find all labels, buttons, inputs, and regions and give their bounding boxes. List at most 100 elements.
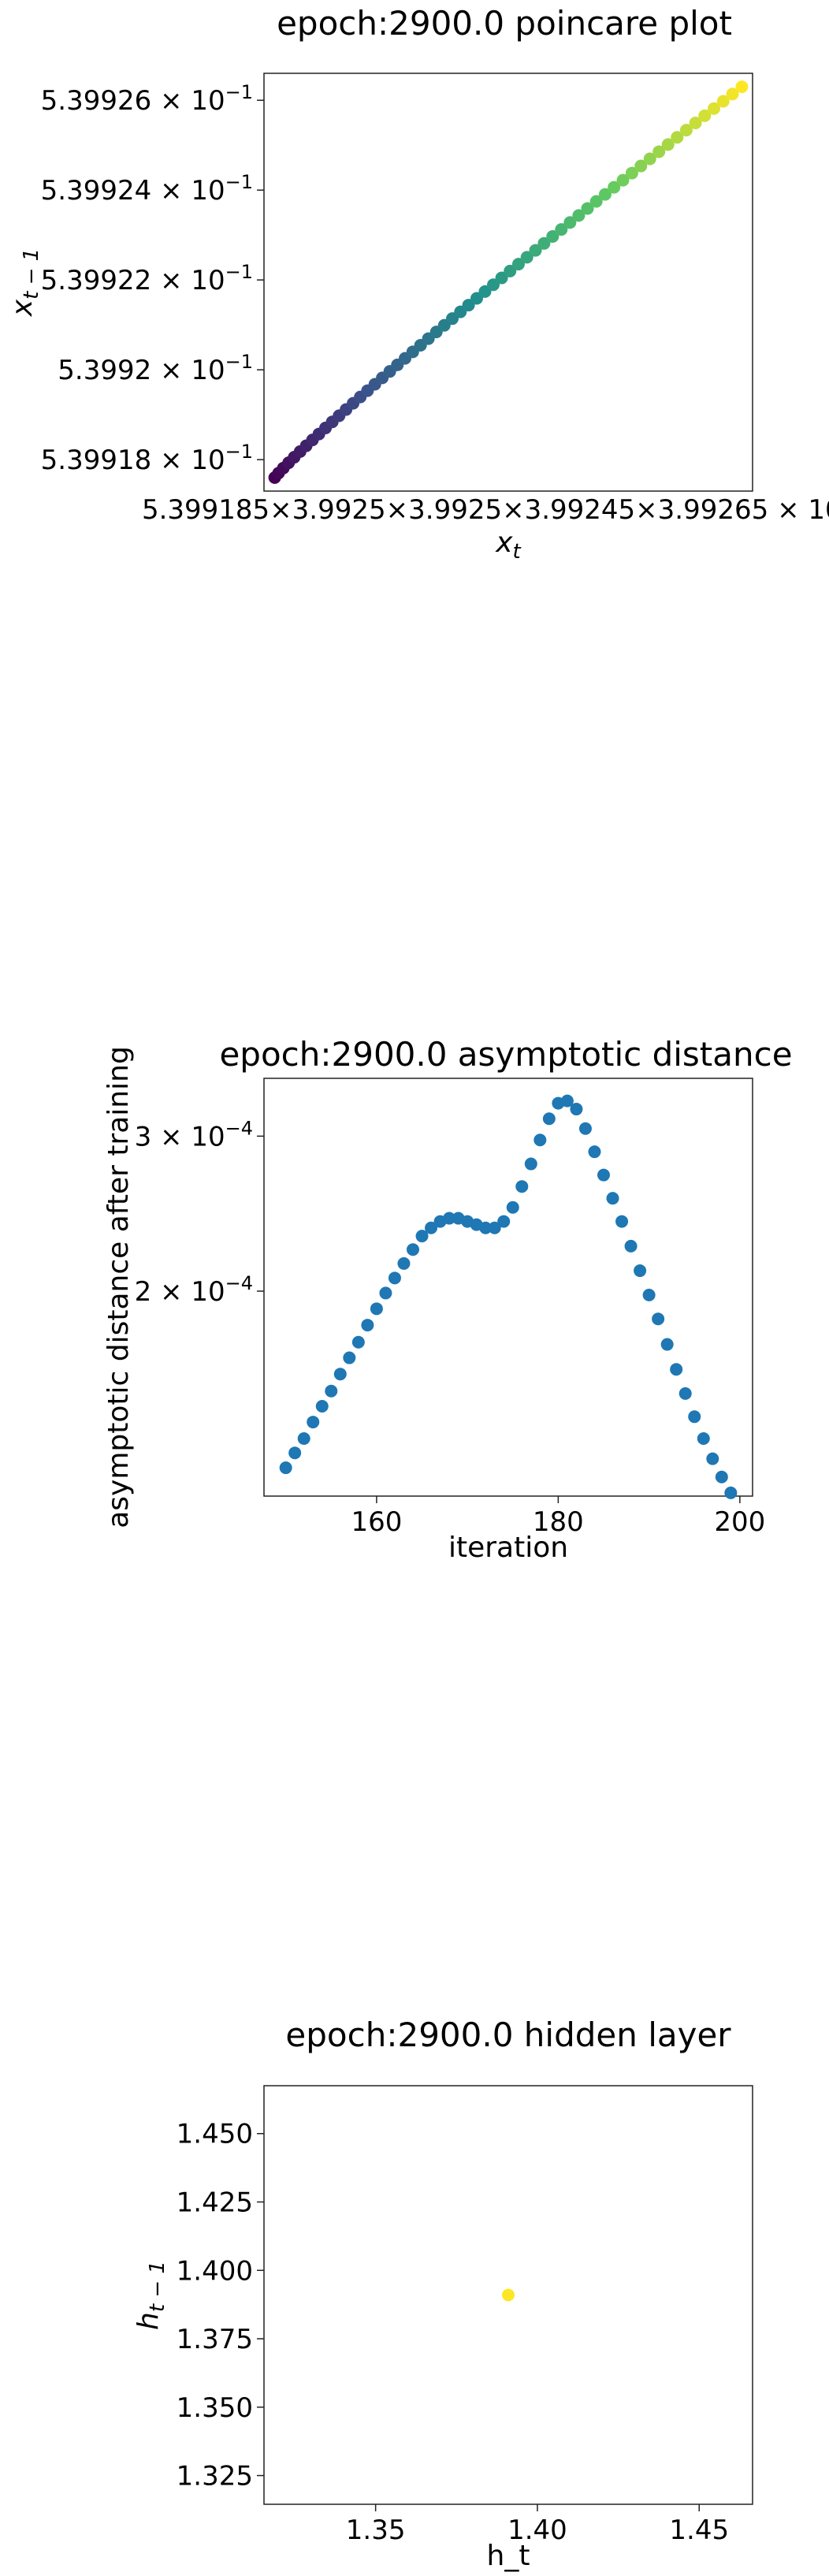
chart-1-point (478, 285, 492, 298)
chart-2-x-tick-label: 180 (533, 1506, 584, 1538)
chart-2-point (652, 1312, 665, 1326)
chart-3-title: epoch:2900.0 hidden layer (285, 2016, 731, 2054)
chart-2-point (388, 1271, 401, 1285)
chart-1-point (616, 173, 630, 187)
chart-1-point (726, 87, 739, 101)
chart-1-x-axis-label: xt (495, 527, 521, 564)
chart-3-y-tick-label: 1.375 (177, 2324, 253, 2355)
chart-1-point (689, 117, 702, 130)
chart-2-point (715, 1470, 728, 1483)
chart-1-point (735, 80, 749, 94)
chart-3-point (502, 2288, 515, 2302)
chart-1-point (652, 145, 666, 158)
chart-1-point (707, 102, 720, 115)
chart-2-point (570, 1103, 583, 1116)
chart-1-y-tick-label: 5.39922 × 10−1 (41, 261, 253, 296)
chart-1-point (716, 95, 730, 108)
chart-2-points (279, 1094, 738, 1499)
chart-2-title: epoch:2900.0 asymptotic distance (219, 1035, 792, 1074)
chart-poincare-plot: epoch:2900.0 poincare plot 5.39918 × 10−… (6, 4, 829, 564)
chart-2-point (415, 1230, 429, 1243)
chart-1-point (572, 209, 586, 222)
chart-2-point (443, 1212, 456, 1225)
chart-1-point (608, 181, 621, 194)
chart-2-x-ticks: 160 180 200 (351, 1496, 765, 1538)
chart-3-y-tick-label: 1.325 (177, 2461, 253, 2492)
chart-asymptotic-distance: epoch:2900.0 asymptotic distance 160 180 2… (102, 1035, 793, 1564)
chart-1-point (634, 159, 648, 173)
chart-2-point (624, 1239, 638, 1253)
chart-1-point (529, 244, 542, 257)
chart-2-point (379, 1286, 392, 1300)
chart-2-point (542, 1112, 556, 1126)
chart-2-point (279, 1461, 292, 1475)
chart-1-point (581, 202, 594, 215)
chart-2-point (578, 1122, 592, 1135)
chart-2-point (560, 1094, 574, 1107)
chart-3-y-axis-label: ht − 1 (132, 2261, 169, 2330)
chart-3-y-tick-label: 1.400 (177, 2255, 253, 2287)
chart-3-x-tick-label: 1.40 (507, 2515, 567, 2546)
chart-2-point (588, 1145, 601, 1159)
chart-3-y-tick-label: 1.450 (177, 2119, 253, 2150)
chart-3-y-tick-label: 1.425 (177, 2187, 253, 2219)
chart-2-point (515, 1180, 529, 1193)
chart-2-point (343, 1351, 356, 1364)
chart-2-point (297, 1432, 310, 1446)
chart-2-point (642, 1288, 656, 1301)
chart-1-point (679, 124, 693, 137)
chart-2-point (479, 1221, 493, 1234)
chart-2-point (406, 1243, 419, 1256)
chart-2-point (397, 1256, 411, 1270)
chart-2-point (351, 1335, 365, 1349)
chart-3-points (502, 2288, 515, 2302)
chart-1-point (537, 236, 551, 250)
chart-1-point (563, 216, 577, 229)
chart-1-y-axis-label: xt − 1 (6, 248, 43, 317)
chart-2-x-tick-label: 200 (714, 1506, 765, 1538)
chart-2-x-tick-label: 160 (351, 1506, 402, 1538)
chart-2-y-tick-label: 2 × 10−4 (135, 1272, 253, 1308)
chart-2-point (488, 1221, 501, 1234)
chart-1-point (625, 166, 638, 180)
chart-1-y-tick-label: 5.39918 × 10−1 (41, 441, 253, 476)
chart-2-point (361, 1319, 374, 1332)
chart-2-x-axis-label: iteration (448, 1532, 568, 1564)
chart-2-point (660, 1338, 674, 1351)
chart-1-point (495, 271, 508, 285)
chart-1-point (661, 138, 675, 151)
chart-2-point (497, 1215, 511, 1228)
chart-3-y-tick-label: 1.350 (177, 2392, 253, 2424)
chart-1-point (589, 195, 603, 208)
chart-3-x-tick-label: 1.35 (346, 2515, 406, 2546)
chart-1-y-tick-label: 5.39926 × 10−1 (41, 81, 253, 117)
chart-2-point (307, 1416, 320, 1429)
chart-3-x-tick-label: 1.45 (669, 2515, 729, 2546)
chart-1-title: epoch:2900.0 poincare plot (277, 4, 732, 43)
chart-1-y-tick-label: 5.3992 × 10−1 (58, 351, 253, 386)
chart-2-point (670, 1363, 683, 1376)
chart-2-point (634, 1264, 647, 1278)
chart-2-point (333, 1368, 347, 1381)
chart-1-points (268, 80, 749, 484)
chart-1-point (555, 223, 568, 236)
chart-2-point (425, 1221, 438, 1234)
chart-2-point (315, 1400, 329, 1413)
chart-2-point (288, 1446, 302, 1460)
chart-1-y-tick-label: 5.39924 × 10−1 (41, 171, 253, 207)
chart-1-point (671, 131, 684, 144)
chart-2-y-axis-label: asymptotic distance after training (102, 1046, 135, 1528)
chart-2-point (524, 1157, 537, 1171)
chart-2-point (606, 1192, 619, 1205)
chart-3-y-ticks: 1.325 1.350 1.375 1.400 1.425 1.450 (177, 2119, 264, 2492)
chart-2-y-tick-label: 3 × 10−4 (135, 1117, 253, 1152)
chart-2-point (706, 1452, 719, 1465)
chart-1-point (643, 152, 656, 166)
chart-2-point (615, 1215, 629, 1228)
chart-1-y-ticks: 5.39918 × 10−1 5.3992 × 10−1 5.39922 × 10−… (41, 81, 264, 476)
chart-1-point (504, 264, 517, 277)
chart-1-point (511, 258, 525, 271)
chart-3-x-ticks: 1.35 1.40 1.45 (346, 2504, 729, 2546)
chart-1-point (546, 229, 559, 243)
